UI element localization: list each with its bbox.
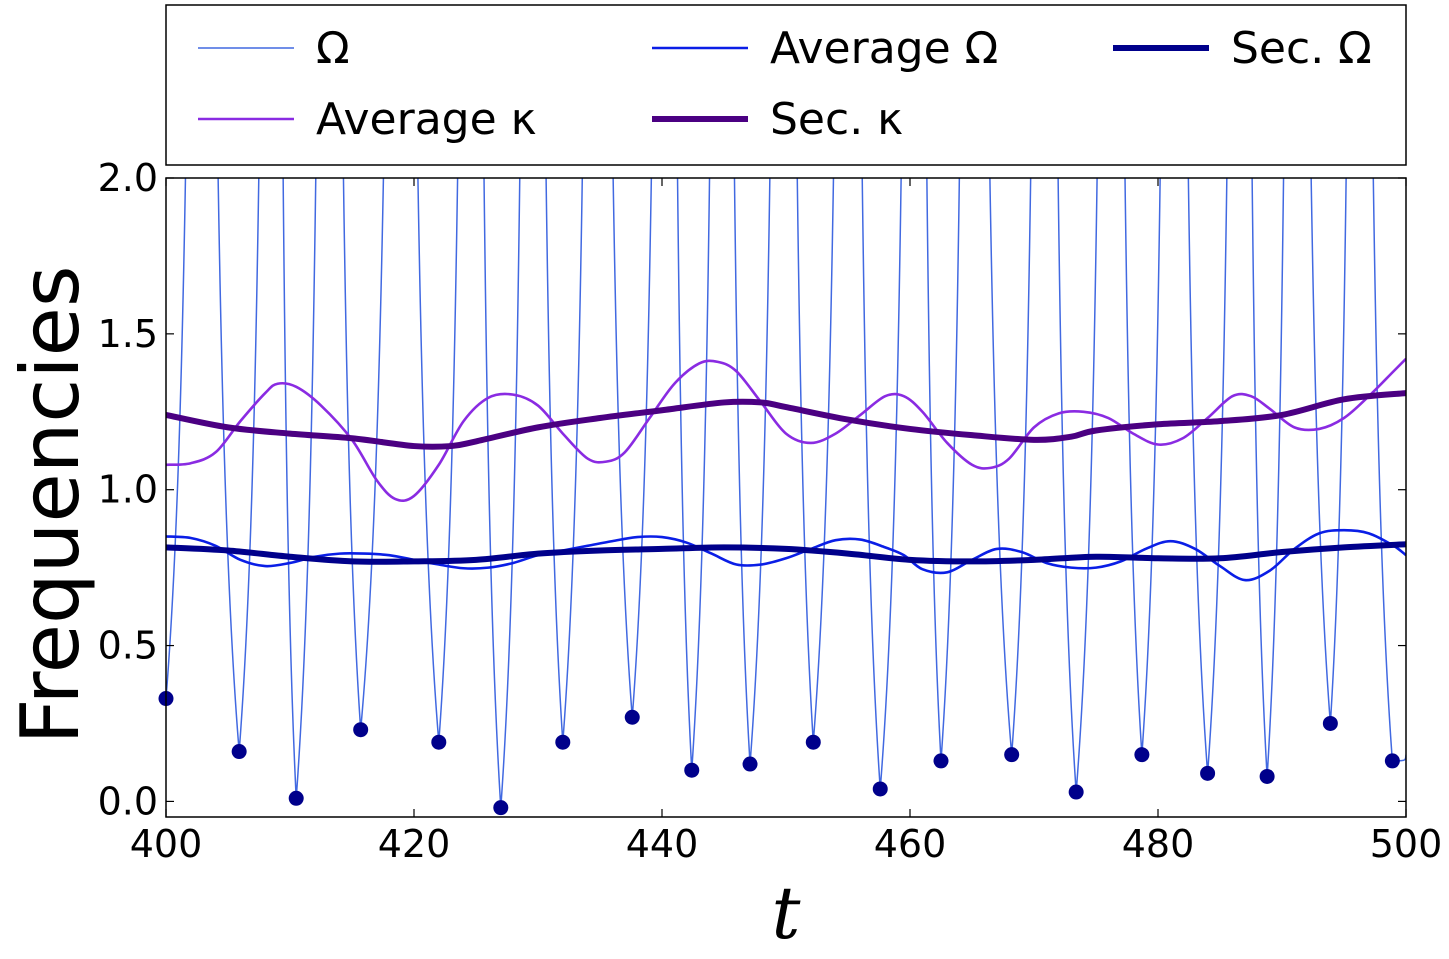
x-tick-label: 400	[130, 822, 203, 866]
y-tick-label: 1.5	[98, 312, 158, 356]
x-tick-label: 500	[1370, 822, 1443, 866]
minimum-marker	[353, 722, 369, 738]
minimum-marker	[1200, 765, 1216, 781]
legend-label: Average κ	[316, 94, 537, 145]
series-line-omega	[166, 178, 1406, 808]
minimum-marker	[805, 734, 821, 750]
x-tick-label: 460	[874, 822, 947, 866]
ticks-layer: 400 420 440 460 480 500 0.0 0.5 1.0 1.5 2.0	[98, 156, 1443, 866]
x-tick-label: 440	[626, 822, 699, 866]
minimum-marker	[1068, 784, 1084, 800]
y-tick-label: 2.0	[98, 156, 158, 200]
legend-label: Sec. κ	[770, 94, 903, 145]
series-layer	[166, 178, 1406, 808]
x-axis-label: t	[772, 871, 802, 955]
y-axis-label: Frequencies	[4, 265, 97, 744]
legend-label: Ω	[316, 23, 350, 74]
minimum-marker	[684, 762, 700, 778]
plot-area	[166, 178, 1406, 817]
minimum-marker	[1384, 753, 1400, 769]
minimum-marker	[555, 734, 571, 750]
legend-label: Average Ω	[770, 23, 998, 74]
minimum-marker	[933, 753, 949, 769]
minimum-marker	[288, 790, 304, 806]
minimum-marker	[1259, 768, 1275, 784]
legend-label: Sec. Ω	[1231, 23, 1372, 74]
legend-item-avg-omega: Average Ω	[652, 23, 998, 74]
legend-item-avg-kappa: Average κ	[198, 94, 537, 145]
y-tick-label: 0.0	[98, 779, 158, 823]
legend-box	[165, 4, 1407, 166]
minimum-marker	[1004, 747, 1020, 763]
series-line-avg-kappa	[166, 357, 1406, 503]
legend-item-omega: Ω	[198, 23, 350, 74]
plot-frame	[165, 177, 1407, 818]
series-line-sec-kappa	[166, 390, 1406, 450]
y-tick-label: 1.0	[98, 468, 158, 512]
minimum-marker	[872, 781, 888, 797]
minimum-marker	[493, 800, 509, 816]
x-tick-label: 480	[1122, 822, 1195, 866]
series-line-sec-omega	[166, 541, 1406, 565]
minimum-marker	[231, 744, 247, 760]
minimum-marker	[1322, 715, 1338, 731]
legend-item-sec-omega: Sec. Ω	[1113, 23, 1372, 74]
x-tick-label: 420	[378, 822, 451, 866]
minimum-marker	[742, 756, 758, 772]
markers-layer	[158, 691, 1400, 816]
minimum-marker	[431, 734, 447, 750]
legend: Ω Average Ω Sec. Ω Average κ Sec. κ	[198, 23, 1372, 145]
y-tick-label: 0.5	[98, 624, 158, 668]
minimum-marker	[624, 709, 640, 725]
minimum-marker	[1134, 747, 1150, 763]
legend-item-sec-kappa: Sec. κ	[652, 94, 903, 145]
